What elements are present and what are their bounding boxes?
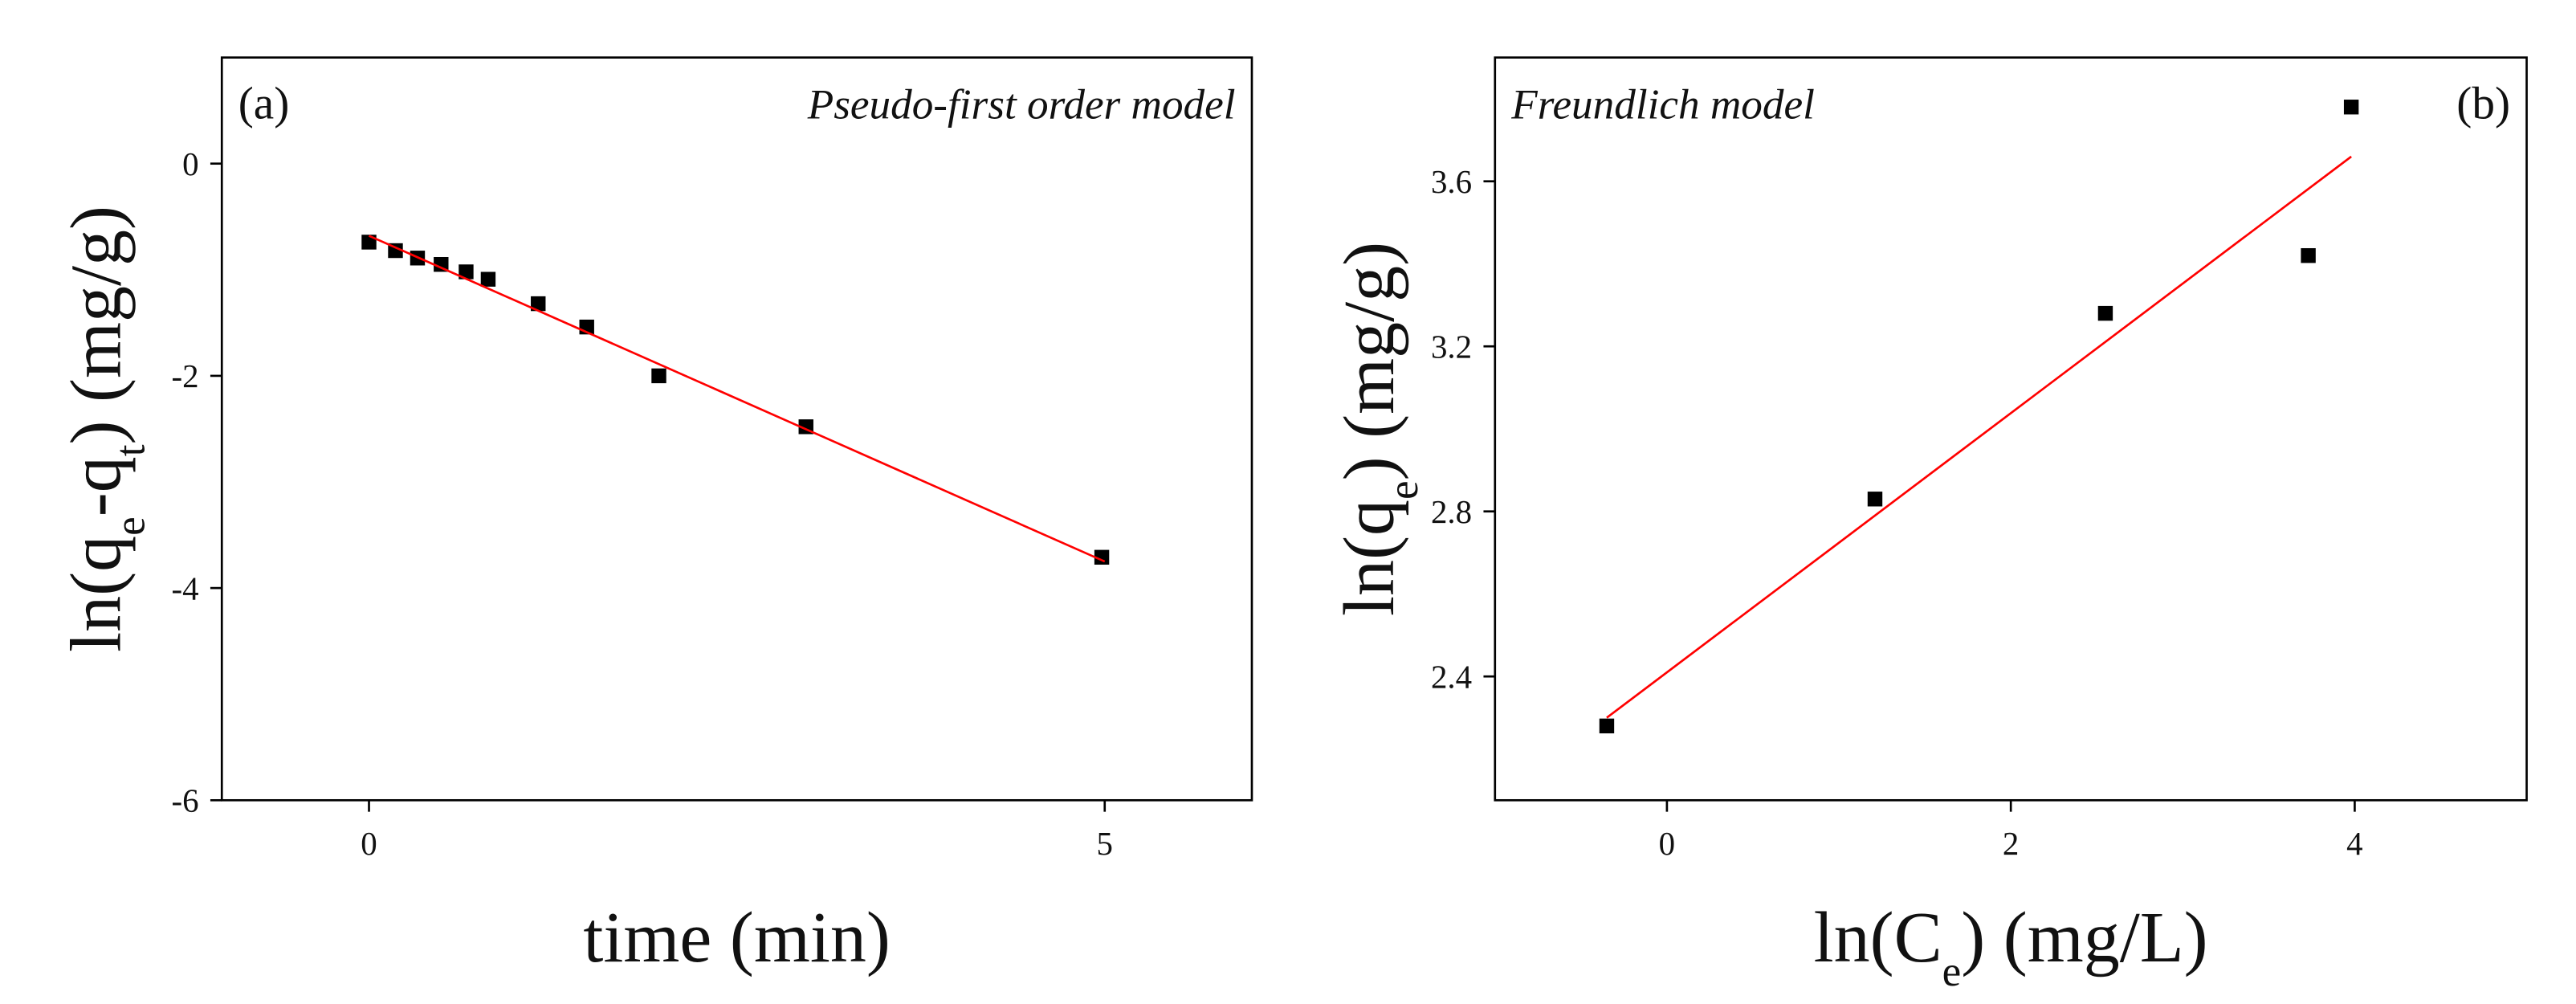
data-point (434, 256, 449, 272)
y-tick-label: -6 (172, 783, 199, 819)
label-subscript: e (106, 516, 153, 536)
x-tick-label: 2 (2003, 826, 2019, 862)
label-part: ln(q (1330, 500, 1409, 616)
x-tick-label: 0 (1659, 826, 1675, 862)
label-part: ) (mg/L) (1961, 898, 2207, 977)
label-subscript: t (106, 444, 153, 456)
data-point (1094, 549, 1110, 565)
y-tick-label: 2.4 (1431, 659, 1472, 696)
data-point (1599, 718, 1615, 734)
chart: 0 2 42.42.83.23.6ln(Ce) (mg/L)ln(qe) (mg/g… (1330, 56, 2528, 994)
x-axis-label: ln(Ce) (mg/L) (1814, 898, 2208, 994)
y-tick-label: 3.2 (1431, 329, 1472, 365)
x-tick-label: 0 (361, 826, 377, 862)
label-part: ln(q (56, 536, 136, 652)
y-axis-label: ln(qe-qt) (mg/g) (56, 206, 153, 652)
data-point (459, 264, 474, 280)
y-tick-label: 2.8 (1431, 494, 1472, 530)
y-axis-label: ln(qe) (mg/g) (1330, 242, 1427, 616)
annotation: (a) (238, 78, 290, 129)
y-tick-label: 0 (182, 146, 198, 182)
y-tick-label: 3.6 (1431, 164, 1472, 200)
data-point (2343, 100, 2359, 115)
x-tick-label: 4 (2346, 826, 2362, 862)
data-point (651, 368, 666, 384)
annotation: Freundlich model (1510, 80, 1815, 128)
label-part: time (min) (583, 898, 890, 977)
data-point (2097, 305, 2113, 321)
annotation: (b) (2456, 78, 2510, 129)
label-part: ) (mg/g) (56, 206, 136, 444)
fit-line (1606, 155, 2352, 719)
x-tick-label: 5 (1097, 826, 1113, 862)
fit-line (368, 235, 1106, 563)
y-tick-label: -2 (172, 358, 199, 394)
data-point (1867, 492, 1883, 507)
annotation: Pseudo-first order model (807, 80, 1236, 128)
label-part: ln(C (1814, 898, 1942, 977)
y-tick-label: -4 (172, 570, 199, 606)
label-part: ) (mg/g) (1330, 242, 1409, 480)
data-point (480, 271, 496, 287)
label-part: -q (56, 456, 136, 516)
plot-frame (1494, 56, 2528, 802)
chart: 0 5 -6 -4 -2 0 time (min) ln(qe-qt) (mg/g) (a) Ps… (56, 56, 1253, 977)
label-subscript: e (1942, 947, 1962, 994)
x-axis-label: time (min) (583, 898, 890, 977)
plot-frame (220, 56, 1253, 802)
data-point (531, 296, 546, 312)
data-point (2301, 247, 2316, 263)
label-subscript: e (1379, 480, 1426, 500)
